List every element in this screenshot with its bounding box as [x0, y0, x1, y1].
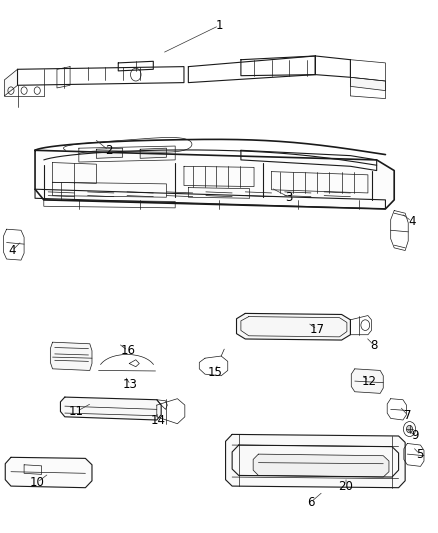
Text: 6: 6 [307, 496, 315, 508]
Text: 8: 8 [371, 339, 378, 352]
Text: 15: 15 [207, 366, 222, 378]
Polygon shape [35, 150, 394, 209]
Text: 4: 4 [408, 215, 416, 228]
Text: 16: 16 [120, 344, 135, 357]
Text: 14: 14 [150, 414, 165, 426]
Circle shape [406, 425, 413, 433]
Text: 7: 7 [404, 409, 412, 422]
Text: 13: 13 [123, 378, 138, 391]
Polygon shape [350, 77, 385, 91]
Text: 10: 10 [30, 476, 45, 489]
Text: 17: 17 [310, 323, 325, 336]
Polygon shape [60, 397, 161, 420]
Polygon shape [237, 313, 350, 340]
Text: 5: 5 [416, 448, 423, 461]
Text: 12: 12 [361, 375, 376, 387]
Polygon shape [226, 434, 405, 488]
Polygon shape [50, 342, 92, 370]
Text: 11: 11 [69, 405, 84, 418]
Text: 20: 20 [339, 480, 353, 492]
Text: 2: 2 [105, 144, 113, 157]
Polygon shape [96, 148, 123, 158]
Text: 9: 9 [411, 430, 419, 442]
Polygon shape [4, 69, 18, 96]
Text: 3: 3 [286, 191, 293, 204]
Polygon shape [5, 457, 92, 488]
Polygon shape [351, 369, 383, 393]
Text: 1: 1 [215, 19, 223, 32]
Text: 4: 4 [8, 244, 16, 257]
Polygon shape [253, 454, 389, 477]
Polygon shape [140, 148, 166, 158]
